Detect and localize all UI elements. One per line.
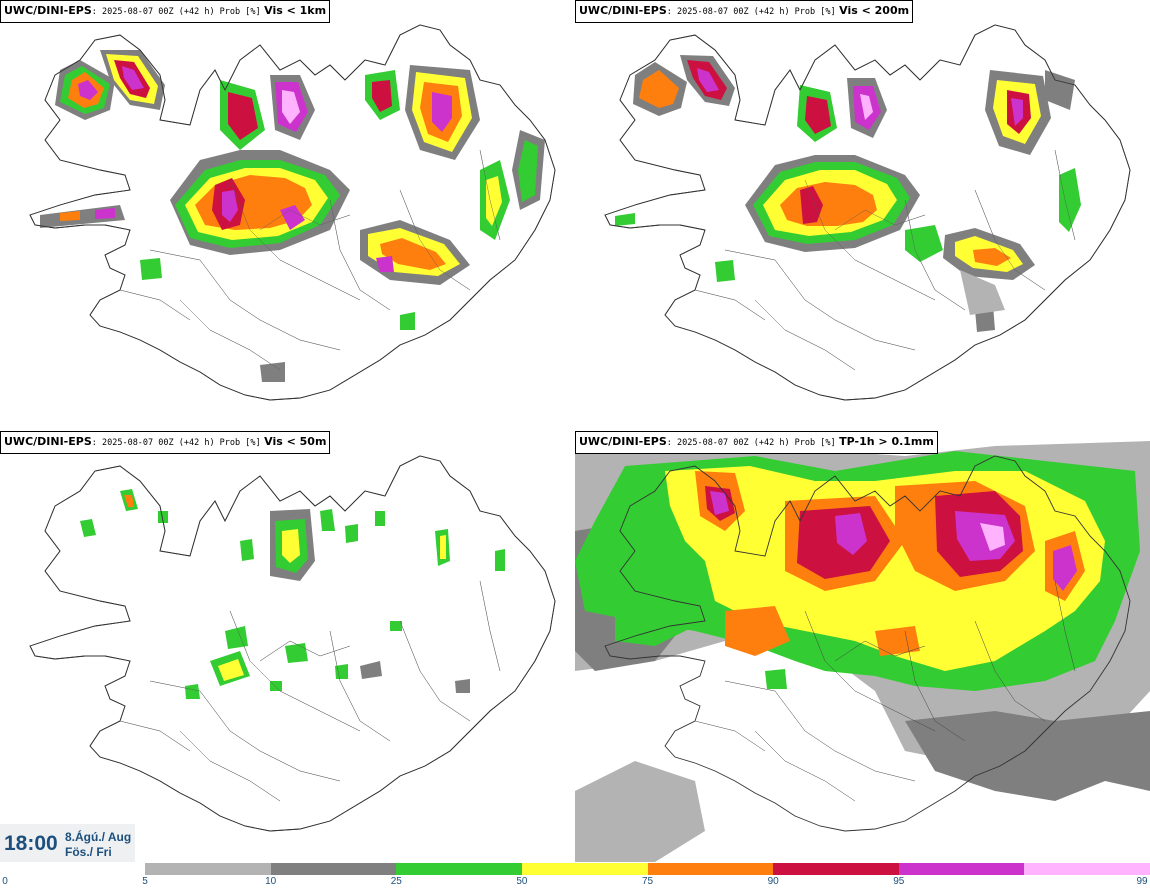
- colorbar-segment: [521, 863, 648, 875]
- colorbar-tick-label: 75: [641, 876, 654, 887]
- run-meta: : 2025-08-07 00Z (+42 h) Prob [%]: [666, 7, 836, 17]
- probability-field-vis-1km: [40, 50, 545, 382]
- probability-field-vis-200m: [615, 55, 1081, 332]
- run-meta: : 2025-08-07 00Z (+42 h) Prob [%]: [91, 438, 261, 448]
- colorbar-tick-label: 0: [2, 876, 8, 887]
- model-name: UWC/DINI-EPS: [579, 4, 667, 17]
- panel-title: UWC/DINI-EPS: 2025-08-07 00Z (+42 h) Pro…: [575, 0, 914, 23]
- variable-label: Vis < 1km: [264, 4, 327, 17]
- colorbar-tick-label: 99: [1136, 876, 1148, 887]
- colorbar-segment: [898, 863, 1025, 875]
- colorbar-segment: [396, 863, 522, 875]
- model-name: UWC/DINI-EPS: [579, 435, 667, 448]
- iceland-map-precip: [575, 431, 1150, 862]
- map-panel-vis-200m: UWC/DINI-EPS: 2025-08-07 00Z (+42 h) Pro…: [575, 0, 1150, 431]
- colorbar-segment: [647, 863, 774, 875]
- map-panel-precip: UWC/DINI-EPS: 2025-08-07 00Z (+42 h) Pro…: [575, 431, 1150, 862]
- iceland-map-vis-50m: [29, 455, 556, 832]
- colorbar-segment: [1024, 863, 1150, 875]
- probability-field-vis-50m: [80, 489, 505, 699]
- iceland-map-vis-200m: [604, 24, 1131, 401]
- colorbar-segment: [270, 863, 397, 875]
- panel-title: UWC/DINI-EPS: 2025-08-07 00Z (+42 h) Pro…: [0, 431, 331, 454]
- valid-time-box: 18:00 8.Ágú./ Aug Fös./ Fri: [0, 824, 135, 862]
- colorbar-tick-label: 5: [142, 876, 148, 887]
- probability-field-precip: [575, 441, 1150, 862]
- variable-label: Vis < 200m: [839, 4, 910, 17]
- valid-time-clock: 18:00: [4, 832, 58, 855]
- colorbar-segment: [145, 863, 271, 875]
- panel-title: UWC/DINI-EPS: 2025-08-07 00Z (+42 h) Pro…: [0, 0, 331, 23]
- run-meta: : 2025-08-07 00Z (+42 h) Prob [%]: [91, 7, 261, 17]
- model-name: UWC/DINI-EPS: [4, 435, 92, 448]
- run-meta: : 2025-08-07 00Z (+42 h) Prob [%]: [666, 438, 836, 448]
- valid-date-line2: Fös./ Fri: [65, 845, 112, 859]
- valid-date-line1: 8.Ágú./ Aug: [65, 830, 132, 844]
- map-panel-vis-1km: UWC/DINI-EPS: 2025-08-07 00Z (+42 h) Pro…: [0, 0, 575, 431]
- colorbar-tick-label: 90: [767, 876, 779, 887]
- colorbar-segment: [773, 863, 899, 875]
- variable-label: TP-1h > 0.1mm: [839, 435, 934, 448]
- iceland-map-vis-1km: [29, 24, 556, 401]
- colorbar-tick-label: 95: [893, 876, 905, 887]
- panel-title: UWC/DINI-EPS: 2025-08-07 00Z (+42 h) Pro…: [575, 431, 938, 454]
- probability-colorbar: [145, 863, 1150, 875]
- model-name: UWC/DINI-EPS: [4, 4, 92, 17]
- map-panel-vis-50m: UWC/DINI-EPS: 2025-08-07 00Z (+42 h) Pro…: [0, 431, 575, 862]
- colorbar-tick-label: 50: [516, 876, 528, 887]
- colorbar-tick-label: 10: [265, 876, 277, 887]
- colorbar-tick-label: 25: [390, 876, 402, 887]
- variable-label: Vis < 50m: [264, 435, 327, 448]
- colorbar-ticks: 0 5 10 25 50 75 90 95 99: [0, 876, 1150, 891]
